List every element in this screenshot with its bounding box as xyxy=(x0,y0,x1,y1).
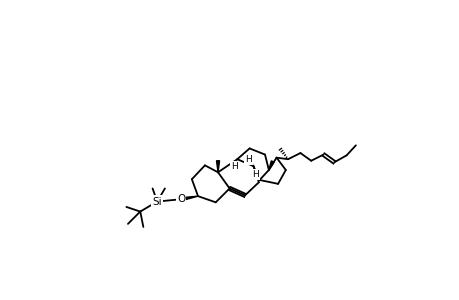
Polygon shape xyxy=(216,161,219,172)
Text: O: O xyxy=(177,194,185,204)
Polygon shape xyxy=(268,161,274,170)
Text: Si: Si xyxy=(152,196,162,206)
Text: H: H xyxy=(230,162,237,171)
Text: H: H xyxy=(252,170,258,179)
Text: H: H xyxy=(245,155,252,164)
Polygon shape xyxy=(180,196,197,201)
